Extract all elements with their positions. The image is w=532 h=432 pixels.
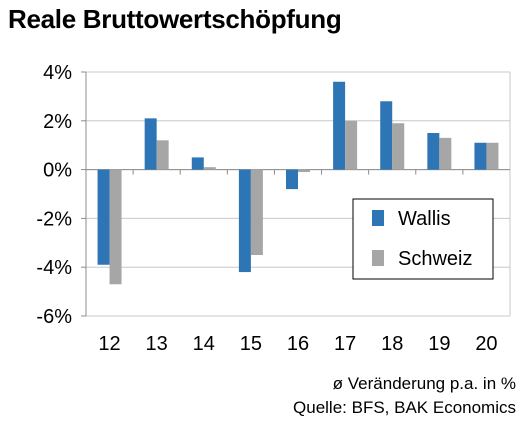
x-tick-label: 18	[381, 333, 403, 355]
bar-wallis-19	[427, 133, 440, 170]
y-tick-label: 2%	[43, 111, 72, 133]
bar-schweiz-16	[298, 169, 310, 173]
y-tick-label: 0%	[43, 160, 72, 182]
bar-wallis-18	[380, 101, 393, 170]
x-tick-label: 13	[146, 333, 168, 355]
y-tick-label: -6%	[36, 306, 72, 328]
y-tick-label: -2%	[36, 208, 72, 230]
y-tick-label: -4%	[36, 257, 72, 279]
y-tick-label: 4%	[43, 62, 72, 84]
legend-label-schweiz: Schweiz	[398, 248, 472, 270]
x-tick-label: 14	[193, 333, 215, 355]
x-tick-label: 19	[428, 333, 450, 355]
bar-wallis-16	[286, 169, 298, 190]
bar-schweiz-13	[156, 140, 169, 170]
bar-schweiz-18	[392, 123, 405, 170]
bar-wallis-17	[333, 81, 346, 170]
bar-wallis-20	[474, 142, 487, 170]
x-tick-label: 17	[334, 333, 356, 355]
bar-schweiz-17	[345, 120, 358, 170]
unit-note: ø Veränderung p.a. in %	[332, 374, 516, 393]
x-tick-label: 16	[287, 333, 309, 355]
bar-wallis-12	[97, 169, 110, 265]
chart-title: Reale Bruttowertschöpfung	[8, 4, 342, 34]
x-tick-label: 15	[240, 333, 262, 355]
bar-schweiz-15	[250, 169, 263, 255]
y-axis: 4% 2% 0% -2% -4% -6%	[36, 62, 87, 328]
legend-swatch-wallis	[372, 210, 384, 226]
legend-swatch-schweiz	[372, 250, 384, 266]
legend-label-wallis: Wallis	[398, 208, 451, 230]
bars	[97, 81, 499, 285]
bar-schweiz-14	[203, 167, 216, 170]
bar-wallis-13	[144, 118, 157, 170]
bar-schweiz-19	[439, 137, 452, 170]
x-tick-label: 12	[98, 333, 120, 355]
source-note: Quelle: BFS, BAK Economics	[293, 398, 516, 417]
bar-wallis-15	[238, 169, 251, 273]
bar-wallis-14	[191, 157, 204, 170]
bar-schweiz-20	[486, 142, 499, 170]
x-tick-label: 20	[475, 333, 497, 355]
legend: Wallis Schweiz	[352, 198, 494, 280]
bar-schweiz-12	[109, 169, 122, 285]
